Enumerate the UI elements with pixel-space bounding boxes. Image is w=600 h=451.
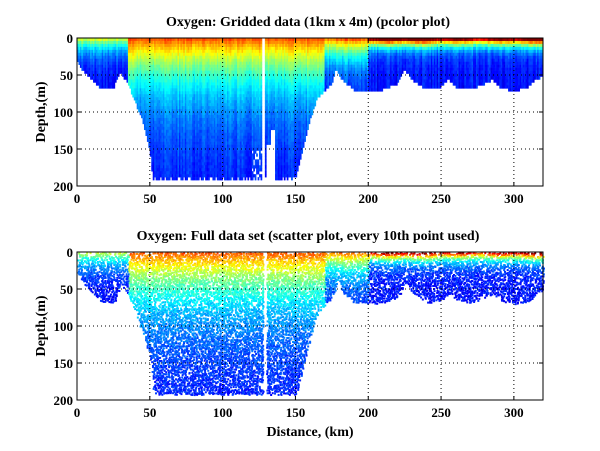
- pcolor-cell: [176, 177, 178, 180]
- pcolor-cell: [265, 153, 267, 156]
- pcolor-cell: [260, 62, 262, 65]
- pcolor-cell: [265, 150, 267, 153]
- pcolor-cell: [260, 50, 262, 53]
- pcolor-cell: [260, 76, 262, 79]
- pcolor-cell: [265, 171, 267, 174]
- pcolor-cell: [236, 177, 238, 180]
- pcolor-cell: [269, 139, 271, 142]
- pcolor-cell: [253, 153, 255, 156]
- pcolor-cell: [260, 85, 262, 88]
- pcolor-cell: [113, 82, 115, 85]
- pcolor-cell: [260, 145, 262, 148]
- pcolor-cell: [260, 44, 262, 47]
- pcolor-cell: [113, 85, 115, 88]
- pcolor-cell: [250, 168, 252, 171]
- pcolor-cell: [258, 159, 260, 162]
- pcolor-cell: [260, 139, 262, 142]
- pcolor-cell: [260, 53, 262, 56]
- pcolor-cell: [260, 115, 262, 118]
- pcolor-cell: [260, 41, 262, 44]
- pcolor-cell: [260, 65, 262, 68]
- pcolor-cell: [265, 165, 267, 168]
- pcolor-cell: [230, 177, 232, 180]
- pcolor-cell: [255, 177, 257, 180]
- pcolor-cell: [260, 121, 262, 124]
- pcolor-cell: [255, 174, 257, 177]
- pcolor-cell: [260, 159, 262, 162]
- pcolor-cell: [244, 177, 246, 180]
- pcolor-cell: [260, 100, 262, 103]
- pcolor-field: [77, 38, 543, 180]
- pcolor-plot: Oxygen: Gridded data (1km x 4m) (pcolor …: [34, 15, 543, 206]
- pcolor-cell: [260, 59, 262, 62]
- pcolor-cell: [182, 177, 184, 180]
- pcolor-cell: [208, 177, 210, 180]
- pcolor-cell: [202, 177, 204, 180]
- pcolor-cell: [269, 133, 271, 136]
- pcolor-cell: [115, 79, 117, 82]
- pcolor-cell: [253, 168, 255, 171]
- pcolor-cell: [260, 47, 262, 50]
- pcolor-cell: [269, 136, 271, 139]
- pcolor-cell: [260, 68, 262, 71]
- pcolor-cell: [258, 177, 260, 180]
- pcolor-cell: [260, 168, 262, 171]
- pcolor-cell: [163, 177, 165, 180]
- pcolor-cell: [118, 74, 120, 77]
- pcolor-cell: [260, 97, 262, 100]
- pcolor-cell: [260, 106, 262, 109]
- pcolor-cell: [269, 142, 271, 145]
- pcolor-cell: [260, 177, 262, 180]
- pcolor-cell: [260, 118, 262, 121]
- pcolor-cell: [186, 177, 188, 180]
- pcolor-cell: [260, 156, 262, 159]
- pcolor-cell: [258, 162, 260, 165]
- pcolor-cell: [260, 56, 262, 59]
- pcolor-cell: [260, 136, 262, 139]
- pcolor-cell: [260, 71, 262, 74]
- pcolor-cell: [252, 159, 254, 162]
- pcolor-cell: [260, 130, 262, 133]
- pcolor-cell: [250, 150, 252, 153]
- pcolor-cell: [159, 177, 161, 180]
- pcolor-cell: [242, 177, 244, 180]
- pcolor-cell: [260, 82, 262, 85]
- pcolor-cell: [265, 162, 267, 165]
- pcolor-cell: [260, 133, 262, 136]
- pcolor-cell: [252, 177, 254, 180]
- pcolor-cell: [260, 88, 262, 91]
- pcolor-cell: [265, 159, 267, 162]
- pcolor-cell: [153, 177, 155, 180]
- pcolor-cell: [169, 177, 171, 180]
- pcolor-cell: [198, 177, 200, 180]
- pcolor-cell: [260, 103, 262, 106]
- pcolor-cell: [247, 177, 249, 180]
- pcolor-cell: [260, 165, 262, 168]
- pcolor-cell: [252, 162, 254, 165]
- pcolor-cell: [265, 156, 267, 159]
- pcolor-cell: [116, 76, 118, 79]
- pcolor-cell: [253, 156, 255, 159]
- pcolor-cell: [259, 150, 261, 153]
- pcolor-cell: [265, 168, 267, 171]
- pcolor-cell: [260, 142, 262, 145]
- pcolor-cell: [260, 127, 262, 130]
- pcolor-cell: [265, 174, 267, 177]
- pcolor-cell: [260, 153, 262, 156]
- pcolor-cell: [260, 79, 262, 82]
- pcolor-cell: [260, 94, 262, 97]
- pcolor-cell: [255, 150, 257, 153]
- pcolor-cell: [265, 145, 267, 148]
- pcolor-cell: [260, 124, 262, 127]
- pcolor-cell: [256, 153, 258, 156]
- pcolor-cell: [258, 171, 260, 174]
- pcolor-cell: [269, 130, 271, 133]
- plot-title: Oxygen: Gridded data (1km x 4m) (pcolor …: [166, 15, 450, 30]
- pcolor-cell: [214, 177, 216, 180]
- pcolor-cell: [260, 91, 262, 94]
- pcolor-cell: [252, 171, 254, 174]
- pcolor-cell: [260, 162, 262, 165]
- pcolor-cell: [260, 174, 262, 177]
